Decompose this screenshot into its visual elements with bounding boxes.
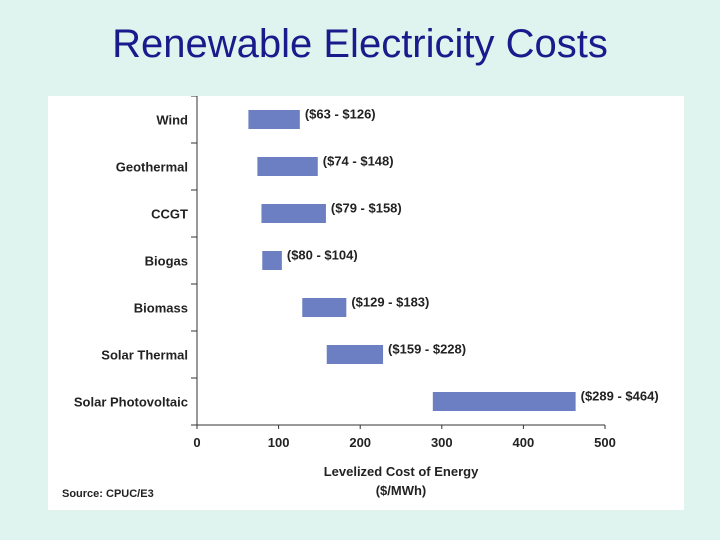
x-tick-label: 500 xyxy=(594,435,616,450)
range-bar xyxy=(302,298,347,317)
range-bar xyxy=(432,392,576,411)
category-label: Solar Thermal xyxy=(101,348,188,363)
x-tick-label: 300 xyxy=(431,435,453,450)
category-label: Wind xyxy=(156,113,188,128)
range-label: ($63 - $126) xyxy=(305,107,376,122)
x-tick-label: 400 xyxy=(513,435,535,450)
x-axis-title-units: ($/MWh) xyxy=(376,483,427,498)
category-label: Biomass xyxy=(134,301,188,316)
range-bar xyxy=(261,204,326,223)
range-label: ($74 - $148) xyxy=(323,154,394,169)
x-tick-label: 100 xyxy=(268,435,290,450)
range-bar xyxy=(262,251,282,270)
chart-panel: 0 100 200 300 400 500 Wind ($63 - $126) Geotherm… xyxy=(48,96,684,510)
range-label: ($289 - $464) xyxy=(581,389,659,404)
slide-title: Renewable Electricity Costs xyxy=(112,22,608,66)
x-axis-title: Levelized Cost of Energy xyxy=(324,464,479,479)
category-label: CCGT xyxy=(151,207,188,222)
range-bar-chart: 0 100 200 300 400 500 Wind ($63 - $126) Geotherm… xyxy=(74,96,659,498)
range-bar xyxy=(257,157,318,176)
range-label: ($80 - $104) xyxy=(287,248,358,263)
range-label: ($159 - $228) xyxy=(388,342,466,357)
category-label: Biogas xyxy=(145,254,188,269)
range-bar xyxy=(326,345,384,364)
range-label: ($129 - $183) xyxy=(351,295,429,310)
x-tick-label: 0 xyxy=(193,435,200,450)
category-label: Solar Photovoltaic xyxy=(74,395,188,410)
x-tick-label: 200 xyxy=(349,435,371,450)
range-bar xyxy=(248,110,300,129)
category-label: Geothermal xyxy=(116,160,188,175)
source-note: Source: CPUC/E3 xyxy=(62,488,154,500)
range-label: ($79 - $158) xyxy=(331,201,402,216)
